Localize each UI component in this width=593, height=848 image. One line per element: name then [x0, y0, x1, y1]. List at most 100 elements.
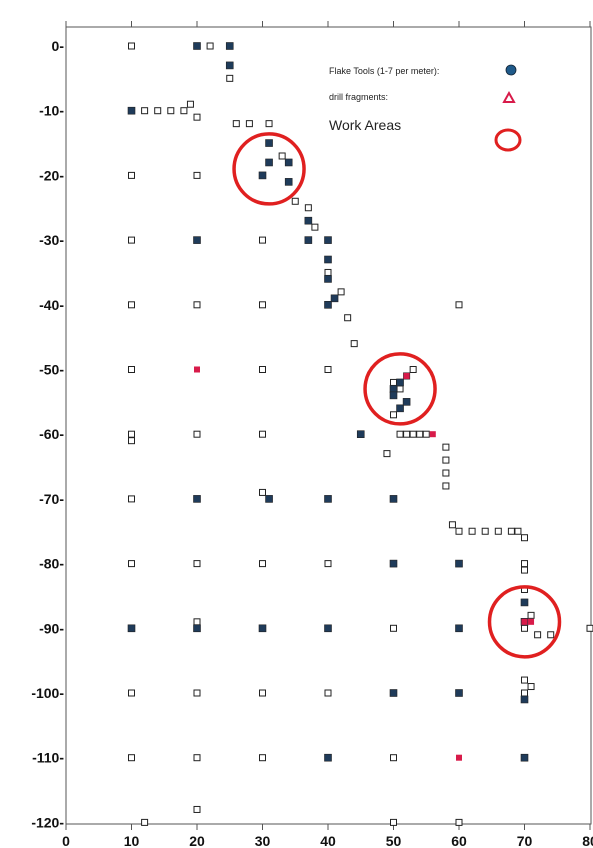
unit-square-marker — [291, 197, 299, 205]
unit-square-marker — [534, 631, 542, 639]
x-tick-label: 40 — [320, 833, 336, 848]
flake-tool-marker — [455, 689, 463, 697]
unit-square-marker — [245, 120, 253, 128]
unit-square-marker — [193, 430, 201, 438]
unit-square-marker — [259, 301, 266, 309]
y-tick-label: 0- — [52, 38, 65, 54]
unit-square-marker — [455, 301, 463, 309]
unit-square-marker — [259, 689, 266, 697]
unit-square-marker — [481, 527, 489, 535]
work-area-circle — [232, 132, 306, 206]
unit-square-marker — [128, 689, 135, 697]
flake-tool-marker — [284, 178, 293, 186]
unit-square-marker — [514, 527, 522, 535]
plot-frame — [65, 26, 592, 825]
flake-tool-marker — [324, 753, 332, 762]
y-tick-label: -90- — [39, 620, 64, 636]
x-tick-label: 30 — [255, 833, 271, 848]
drill-fragment-marker — [521, 618, 528, 625]
unit-square-marker — [527, 683, 535, 691]
unit-square-marker — [350, 340, 358, 348]
unit-square-marker — [180, 107, 188, 115]
flake-tool-marker — [520, 695, 529, 704]
x-tick-label: 70 — [517, 833, 533, 848]
unit-square-marker — [259, 236, 266, 244]
unit-square-marker — [442, 482, 450, 490]
unit-square-marker — [232, 120, 240, 128]
legend: Flake Tools (1-7 per meter): drill fragme… — [329, 64, 522, 152]
flake-tool-marker — [324, 300, 332, 309]
unit-square-marker — [344, 314, 352, 322]
unit-square-marker — [390, 818, 397, 826]
unit-square-marker — [494, 527, 502, 535]
unit-square-marker — [337, 288, 345, 296]
y-tick-label: -60- — [39, 426, 64, 442]
unit-square-marker — [304, 204, 312, 212]
unit-square-marker — [521, 689, 528, 697]
y-tick-label: -10- — [39, 103, 64, 119]
flake-tool-marker — [389, 495, 398, 503]
flake-tool-marker — [356, 430, 365, 439]
unit-square-marker — [324, 366, 332, 373]
unit-square-marker — [521, 624, 528, 632]
y-tick-label: -30- — [39, 232, 64, 248]
unit-square-marker — [521, 566, 528, 574]
unit-square-marker — [390, 411, 397, 419]
x-tick-label: 50 — [386, 833, 402, 848]
legend-work-area-symbol — [494, 128, 522, 152]
work-area-circle — [363, 352, 437, 426]
unit-square-marker — [128, 171, 135, 179]
unit-square-marker — [468, 527, 476, 535]
flake-tool-marker — [284, 158, 293, 167]
flake-tool-marker — [193, 624, 201, 633]
unit-square-marker — [409, 366, 417, 373]
flake-tool-marker — [193, 42, 201, 50]
flake-tool-marker — [396, 404, 404, 413]
unit-square-marker — [128, 437, 135, 445]
unit-square-marker — [521, 560, 528, 568]
work-areas — [232, 132, 562, 659]
unit-square-marker — [128, 495, 135, 503]
unit-square-marker — [186, 100, 194, 108]
unit-square-marker — [455, 818, 463, 826]
unit-square-marker — [193, 805, 201, 813]
legend-label: drill fragments: — [329, 92, 388, 102]
unit-square-marker — [396, 385, 404, 393]
unit-square-marker — [128, 560, 135, 568]
unit-square-marker — [396, 430, 404, 438]
flake-tool-marker — [265, 495, 273, 503]
unit-square-marker — [193, 618, 201, 626]
legend-drill-fragment-symbol — [502, 90, 516, 103]
legend-label: Work Areas — [329, 117, 401, 133]
unit-square-marker — [259, 560, 266, 568]
flake-tool-marker — [265, 158, 273, 167]
y-tick-label: -80- — [39, 556, 64, 572]
flake-tool-marker — [389, 391, 398, 400]
unit-square-marker — [507, 527, 515, 535]
unit-square-marker — [324, 689, 332, 697]
unit-square-marker — [383, 450, 391, 458]
unit-square-marker — [324, 560, 332, 568]
unit-square-marker — [154, 107, 162, 115]
unit-square-marker — [206, 42, 214, 50]
x-tick-label: 0 — [62, 833, 70, 848]
unit-square-marker — [128, 366, 135, 373]
unit-square-marker — [521, 534, 528, 542]
y-tick-label: -70- — [39, 491, 64, 507]
data-points — [127, 42, 593, 826]
unit-square-marker — [442, 469, 450, 477]
unit-square-marker — [324, 268, 332, 276]
y-tick-label: -110- — [32, 750, 64, 766]
y-tick-label: -50- — [39, 362, 64, 378]
x-tick-label: 10 — [124, 833, 140, 848]
work-area-circle — [487, 585, 562, 659]
flake-tool-marker — [127, 106, 136, 115]
legend-flake-tool-symbol — [505, 64, 517, 76]
flake-tool-marker — [304, 236, 313, 244]
unit-square-marker — [409, 430, 417, 438]
unit-square-marker — [259, 366, 266, 373]
flake-tool-marker — [324, 236, 332, 244]
flake-tool-marker — [396, 378, 404, 387]
unit-square-marker — [259, 430, 266, 438]
